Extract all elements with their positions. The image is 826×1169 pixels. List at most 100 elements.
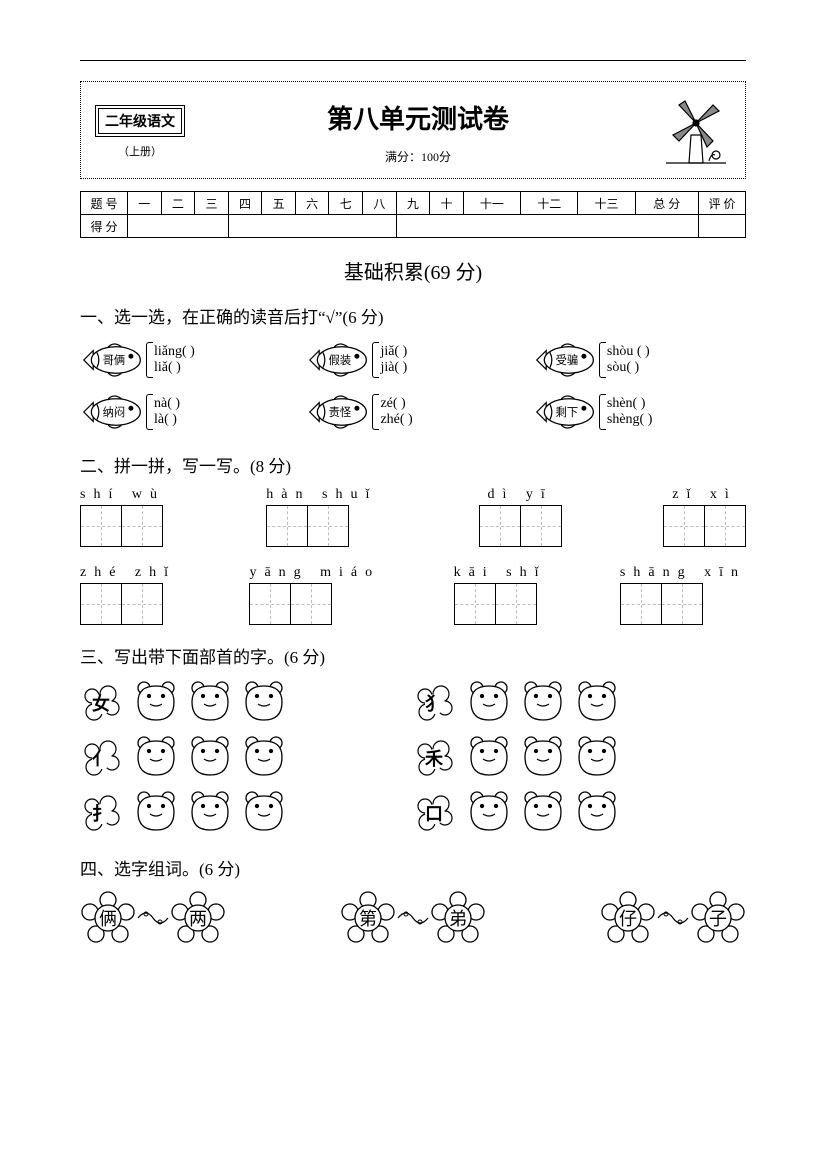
page: 二年级语文 （上册） 第八单元测试卷 满分：100分 (0, 0, 826, 1169)
top-rule (80, 60, 746, 61)
pinyin-option[interactable]: nà( ) (154, 396, 180, 412)
fish-item: 责怪 zé( )zhé( ) (306, 390, 519, 434)
tzg-pinyin: zǐ xì (663, 487, 746, 503)
vine-icon (136, 908, 170, 928)
fish-item: 剩下 shèn( )shèng( ) (533, 390, 746, 434)
score-cell[interactable] (396, 215, 698, 238)
flower-pair: 第 弟 (340, 890, 486, 946)
bear-blank[interactable] (240, 788, 288, 837)
vine-icon (656, 908, 690, 928)
tzg-grid[interactable] (80, 505, 165, 547)
bear-blank[interactable] (132, 678, 180, 727)
tianzige-item: zhé zhǐ (80, 565, 176, 625)
flower-char: 第 (340, 890, 396, 946)
score-cell[interactable] (128, 215, 229, 238)
radical-cloud: 口 (413, 792, 455, 834)
bear-blank[interactable] (186, 733, 234, 782)
tianzige-item: kāi shǐ (454, 565, 547, 625)
main-title: 第八单元测试卷 (185, 99, 651, 136)
bear-blank[interactable] (519, 788, 567, 837)
pinyin-option[interactable]: jiǎ( ) (380, 344, 407, 360)
bear-blank[interactable] (186, 788, 234, 837)
bear-blank[interactable] (573, 678, 621, 727)
tzg-pinyin: shí wù (80, 487, 165, 503)
radical-cloud: 扌 (80, 792, 122, 834)
section-title: 基础积累(69 分) (80, 256, 746, 285)
bear-blank[interactable] (465, 678, 513, 727)
tzg-grid[interactable] (266, 505, 377, 547)
flower-char: 弟 (430, 890, 486, 946)
col: 十 (430, 192, 464, 215)
bear-blank[interactable] (186, 678, 234, 727)
tzg-grid[interactable] (663, 505, 746, 547)
col: 十三 (578, 192, 635, 215)
flower-char: 仔 (600, 890, 656, 946)
bear-blank[interactable] (465, 788, 513, 837)
tianzige-item: zǐ xì (663, 487, 746, 547)
bear-blank[interactable] (519, 733, 567, 782)
col: 一 (128, 192, 162, 215)
bear-blank[interactable] (240, 733, 288, 782)
tzg-grid[interactable] (80, 583, 176, 625)
flower-char: 两 (170, 890, 226, 946)
pinyin-option[interactable]: shòu ( ) (607, 344, 650, 360)
pinyin-option[interactable]: zhé( ) (380, 412, 412, 428)
col: 八 (363, 192, 397, 215)
col: 五 (262, 192, 296, 215)
col: 七 (329, 192, 363, 215)
svg-text:受骗: 受骗 (556, 353, 579, 367)
fish-item: 哥俩 liǎng( )liǎ( ) (80, 338, 293, 382)
tzg-grid[interactable] (454, 583, 547, 625)
bear-blank[interactable] (519, 678, 567, 727)
tzg-pinyin: shāng xīn (620, 565, 746, 581)
svg-text:责怪: 责怪 (329, 405, 352, 419)
row2-label: 得 分 (81, 215, 128, 238)
tzg-pinyin: kāi shǐ (454, 565, 547, 581)
pinyin-option[interactable]: jià( ) (380, 360, 407, 376)
col-label: 题 号 (81, 192, 128, 215)
col: 二 (161, 192, 195, 215)
tzg-grid[interactable] (249, 583, 380, 625)
tzg-pinyin: hàn shuǐ (266, 487, 377, 503)
bear-blank[interactable] (132, 733, 180, 782)
bear-blank[interactable] (132, 788, 180, 837)
full-score-label: 满分： (385, 150, 421, 164)
bear-blank[interactable] (240, 678, 288, 727)
pinyin-option[interactable]: liǎ( ) (154, 360, 195, 376)
pinyin-option[interactable]: sòu( ) (607, 360, 650, 376)
fish-item: 纳闷 nà( )là( ) (80, 390, 293, 434)
radical-cloud: 女 (80, 682, 122, 724)
svg-text:剩下: 剩下 (556, 406, 579, 419)
tzg-pinyin: zhé zhǐ (80, 565, 176, 581)
grade-box: 二年级语文 （上册） (95, 105, 185, 159)
tianzige-item: shí wù (80, 487, 165, 547)
svg-text:纳闷: 纳闷 (103, 405, 126, 419)
tzg-pinyin: yāng miáo (249, 565, 380, 581)
volume-label: （上册） (95, 143, 185, 159)
pinyin-option[interactable]: là( ) (154, 412, 180, 428)
tzg-pinyin: dì yī (479, 487, 562, 503)
col: 六 (295, 192, 329, 215)
q1-container: 哥俩 liǎng( )liǎ( ) 假装 jiǎ( )jià( ) 受骗 shò… (80, 338, 746, 434)
pinyin-option[interactable]: zé( ) (380, 396, 412, 412)
col: 评 价 (699, 192, 746, 215)
pinyin-option[interactable]: liǎng( ) (154, 344, 195, 360)
tianzige-item: shāng xīn (620, 565, 746, 625)
score-cell[interactable] (699, 215, 746, 238)
col: 四 (228, 192, 262, 215)
bear-blank[interactable] (465, 733, 513, 782)
tzg-grid[interactable] (479, 505, 562, 547)
score-cell[interactable] (228, 215, 396, 238)
fish-item: 受骗 shòu ( )sòu( ) (533, 338, 746, 382)
tzg-grid[interactable] (620, 583, 746, 625)
col: 总 分 (635, 192, 698, 215)
col: 三 (195, 192, 229, 215)
q3-container: 女 犭 (80, 678, 746, 837)
bear-blank[interactable] (573, 788, 621, 837)
radical-cloud: 禾 (413, 737, 455, 779)
pinyin-option[interactable]: shèng( ) (607, 412, 653, 428)
pinyin-option[interactable]: shèn( ) (607, 396, 653, 412)
q4-heading: 四、选字组词。(6 分) (80, 855, 746, 880)
bear-blank[interactable] (573, 733, 621, 782)
q1-heading: 一、选一选，在正确的读音后打“√”(6 分) (80, 303, 746, 328)
